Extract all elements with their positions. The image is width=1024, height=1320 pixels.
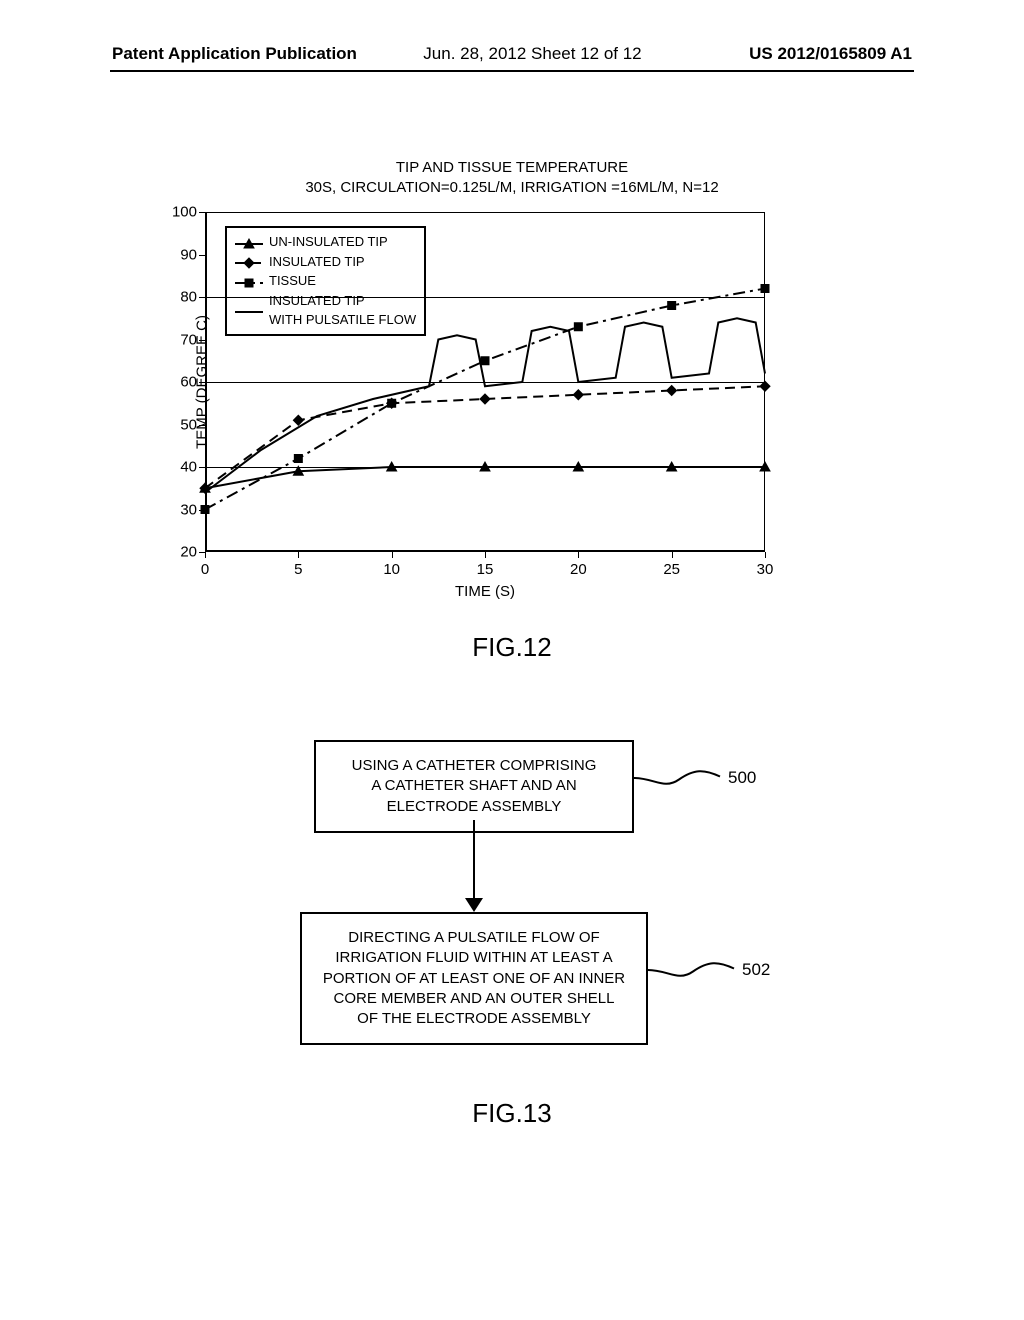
x-axis-title: TIME (S) <box>455 583 515 600</box>
series-marker <box>574 323 582 331</box>
series-marker <box>388 399 396 407</box>
x-tick-label: 15 <box>477 561 494 578</box>
y-tick <box>199 297 205 298</box>
y-tick <box>199 340 205 341</box>
legend-label: TISSUE <box>269 271 316 291</box>
series-marker <box>667 386 677 396</box>
ref-label-502: 502 <box>742 960 770 980</box>
header-mid: Jun. 28, 2012 Sheet 12 of 12 <box>423 44 641 64</box>
series-marker <box>480 394 490 404</box>
y-tick-label: 30 <box>163 501 197 518</box>
x-tick-label: 30 <box>757 561 774 578</box>
legend-label: UN-INSULATED TIP <box>269 232 388 252</box>
legend-label: INSULATED TIP <box>269 252 365 272</box>
flow-box-1: USING A CATHETER COMPRISINGA CATHETER SH… <box>314 740 634 833</box>
y-tick-label: 100 <box>163 204 197 221</box>
series-marker <box>293 415 303 425</box>
x-tick-label: 5 <box>294 561 302 578</box>
fig13-label: FIG.13 <box>472 1098 551 1129</box>
legend-box: UN-INSULATED TIPINSULATED TIPTISSUEINSUL… <box>225 226 426 336</box>
x-tick <box>765 552 766 558</box>
x-tick <box>485 552 486 558</box>
x-tick <box>205 552 206 558</box>
y-tick <box>199 425 205 426</box>
y-tick-label: 90 <box>163 246 197 263</box>
ref-leader-2 <box>648 955 738 985</box>
x-tick <box>578 552 579 558</box>
y-tick-label: 40 <box>163 459 197 476</box>
chart-title-line2: 30S, CIRCULATION=0.125L/M, IRRIGATION =1… <box>305 179 718 196</box>
header-rule <box>110 70 914 72</box>
series-marker <box>761 285 769 293</box>
page: Patent Application Publication Jun. 28, … <box>0 0 1024 1320</box>
series-marker <box>481 357 489 365</box>
gridline <box>205 382 765 383</box>
legend-row: UN-INSULATED TIP <box>235 232 416 252</box>
x-tick-label: 25 <box>663 561 680 578</box>
series-marker <box>573 390 583 400</box>
legend-icon <box>235 236 263 248</box>
chart-container: TEMP (DEGREE C) TIME (S) UN-INSULATED TI… <box>205 212 765 552</box>
x-tick <box>392 552 393 558</box>
chart-title: TIP AND TISSUE TEMPERATURE 30S, CIRCULAT… <box>212 158 812 197</box>
chart-title-line1: TIP AND TISSUE TEMPERATURE <box>396 159 628 176</box>
y-tick-label: 60 <box>163 374 197 391</box>
ref-leader-1 <box>634 763 724 793</box>
y-tick-label: 50 <box>163 416 197 433</box>
header-left: Patent Application Publication <box>112 44 357 64</box>
y-tick <box>199 212 205 213</box>
y-tick <box>199 382 205 383</box>
legend-row: TISSUE <box>235 271 416 291</box>
arrow-down-icon <box>465 898 483 912</box>
y-tick <box>199 510 205 511</box>
y-tick <box>199 467 205 468</box>
series-marker <box>668 302 676 310</box>
series-marker <box>294 455 302 463</box>
x-tick-label: 0 <box>201 561 209 578</box>
x-tick-label: 10 <box>383 561 400 578</box>
y-tick-label: 80 <box>163 289 197 306</box>
gridline <box>205 297 765 298</box>
header-right: US 2012/0165809 A1 <box>749 44 912 64</box>
fig12-label: FIG.12 <box>472 632 551 663</box>
legend-icon <box>235 275 263 287</box>
x-tick <box>298 552 299 558</box>
ref-label-500: 500 <box>728 768 756 788</box>
y-tick-label: 20 <box>163 544 197 561</box>
x-tick <box>672 552 673 558</box>
flow-arrow-line <box>473 820 475 900</box>
gridline <box>205 467 765 468</box>
flow-box-2: DIRECTING A PULSATILE FLOW OFIRRIGATION … <box>300 912 648 1045</box>
y-tick <box>199 255 205 256</box>
legend-icon <box>235 304 263 316</box>
legend-icon <box>235 255 263 267</box>
x-tick-label: 20 <box>570 561 587 578</box>
legend-row: INSULATED TIP <box>235 252 416 272</box>
y-tick-label: 70 <box>163 331 197 348</box>
